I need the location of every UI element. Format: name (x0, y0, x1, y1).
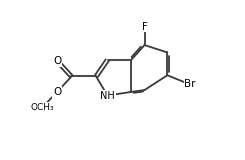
Text: OCH₃: OCH₃ (31, 103, 54, 112)
Text: Br: Br (184, 80, 196, 89)
Text: O: O (53, 87, 61, 97)
Text: F: F (142, 22, 147, 32)
Text: NH: NH (100, 91, 115, 101)
Text: O: O (53, 56, 61, 66)
